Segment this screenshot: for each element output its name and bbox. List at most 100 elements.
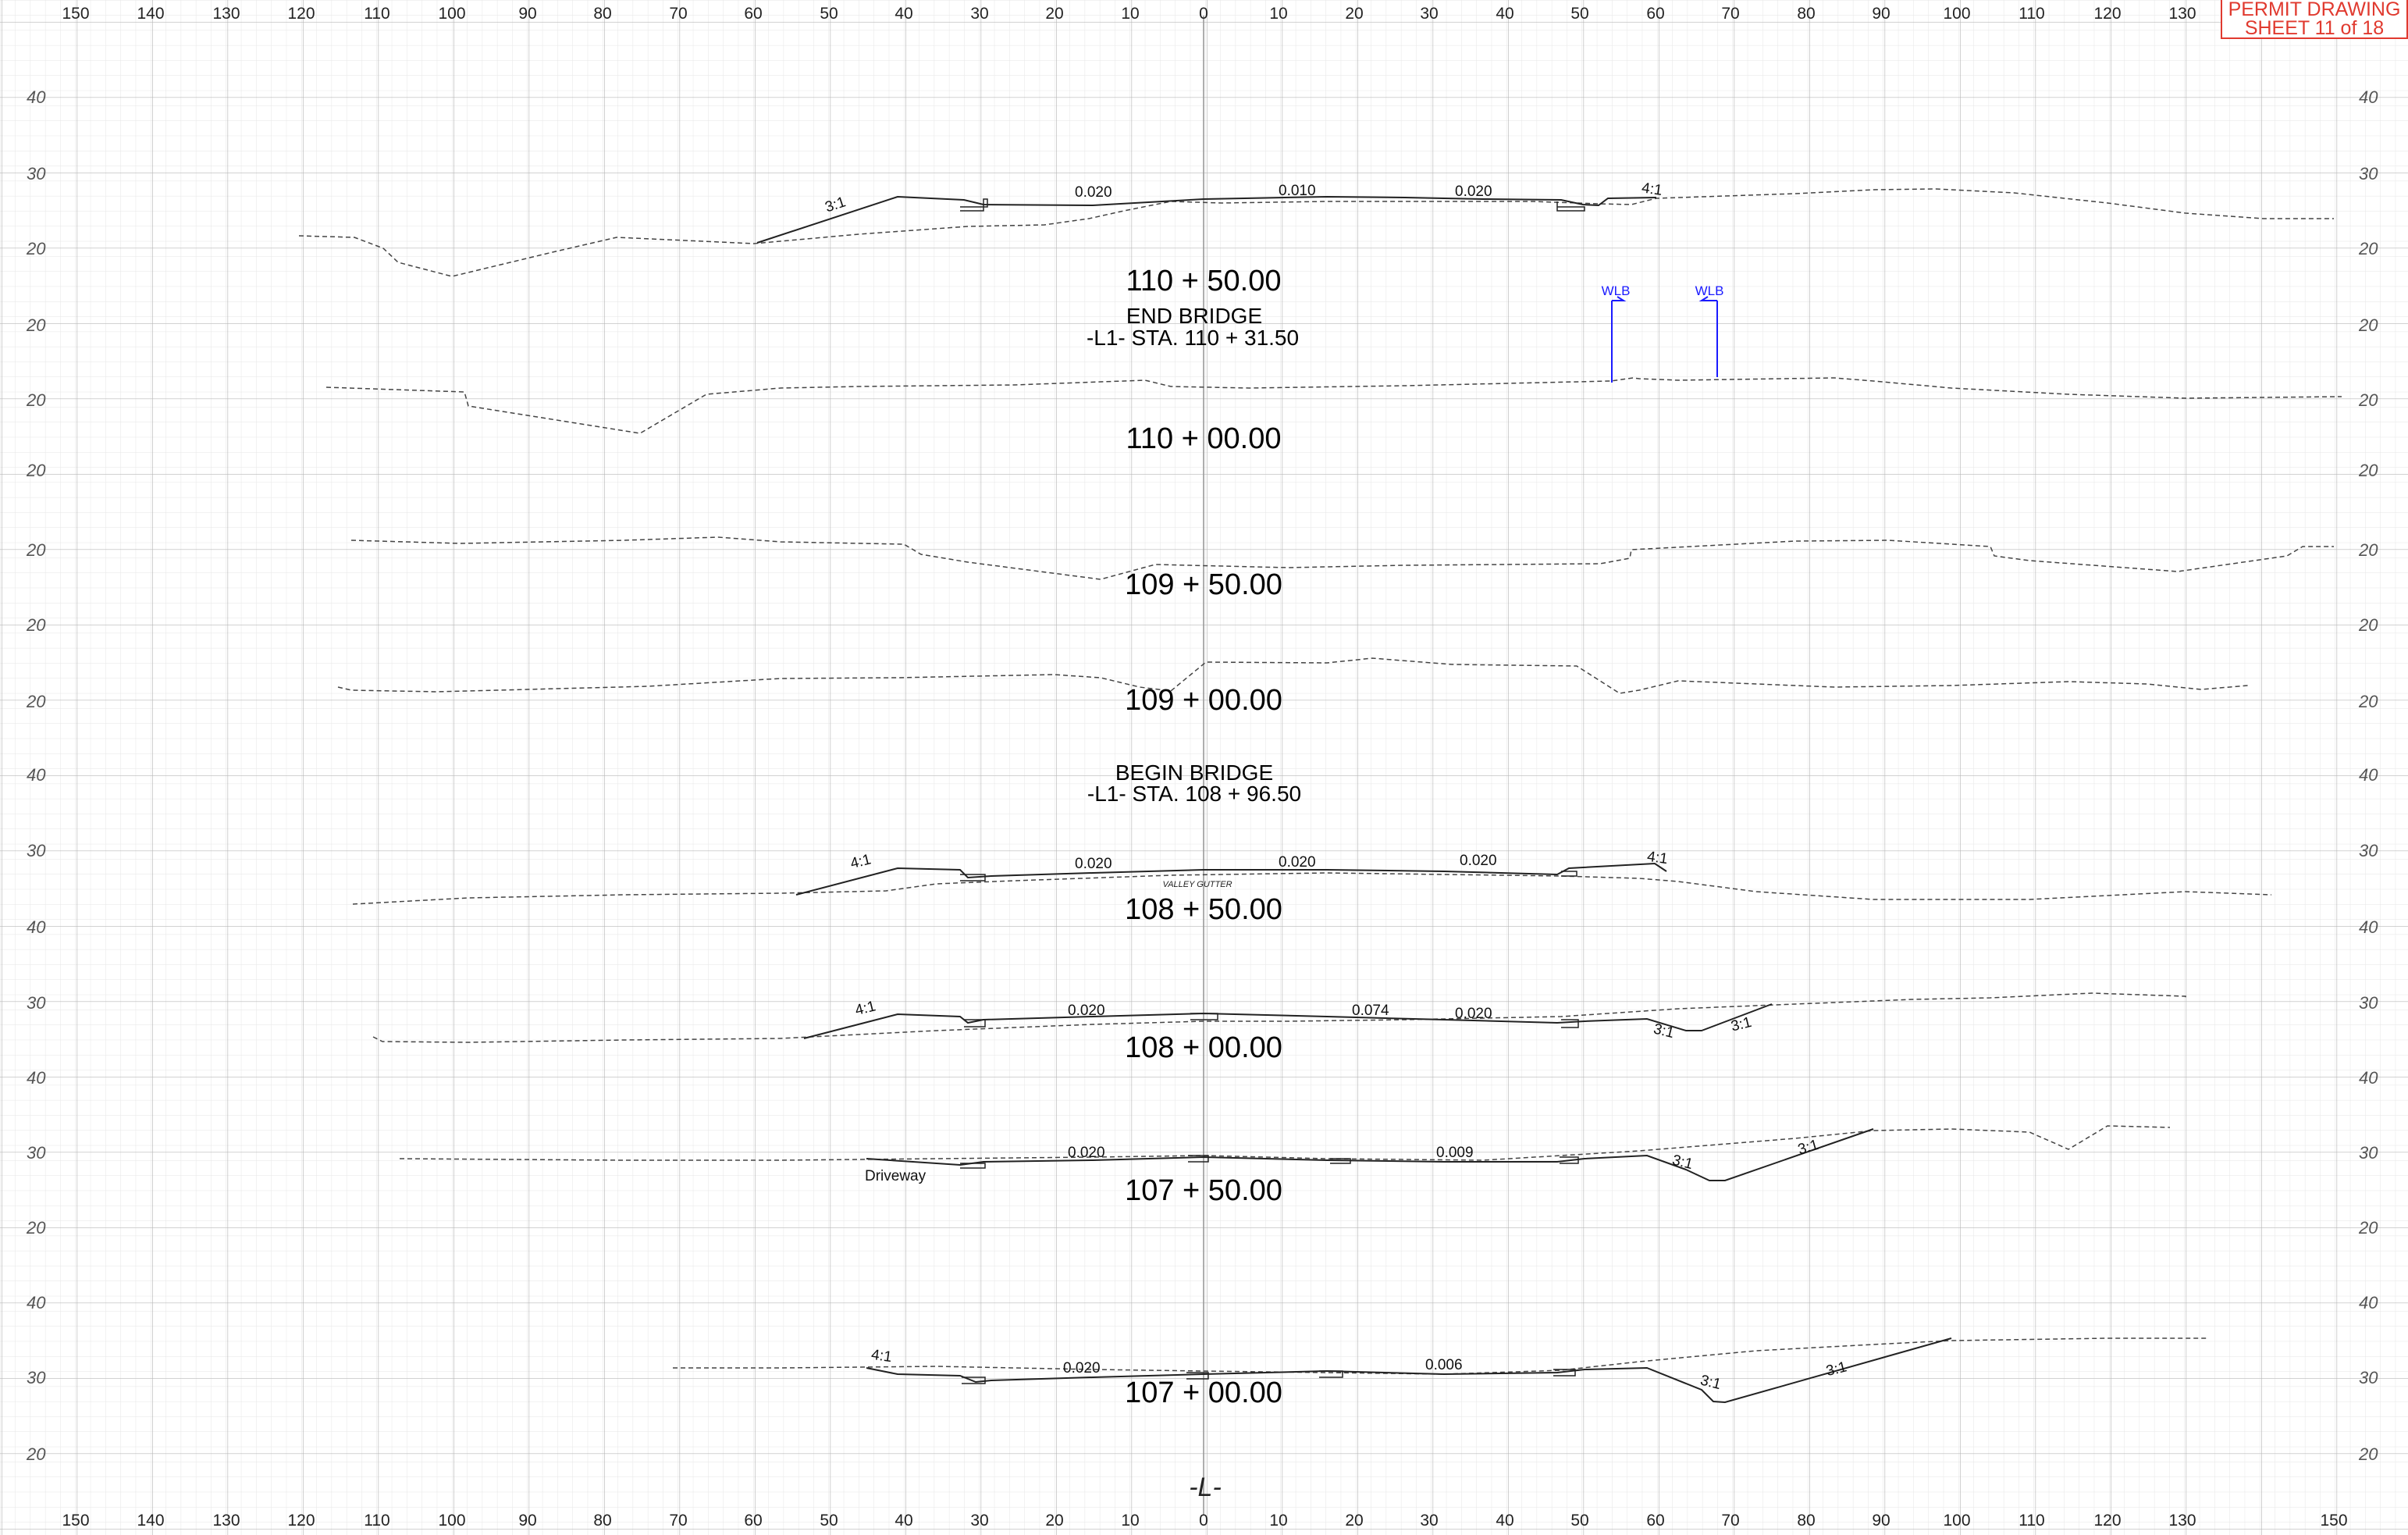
offset-label: 140	[137, 1512, 164, 1530]
elevation-label: 30	[27, 993, 46, 1013]
elevation-label: 30	[2359, 993, 2378, 1013]
offset-label: 10	[1121, 1512, 1139, 1530]
elevation-label: 40	[27, 917, 46, 937]
existing-ground-line	[337, 657, 2249, 694]
elevation-label: 20	[26, 461, 46, 480]
elevation-label: 20	[2358, 692, 2378, 711]
elevation-label: 20	[26, 540, 46, 560]
valley-gutter-note: VALLEY GUTTER	[1162, 880, 1232, 889]
elevation-label: 20	[2358, 461, 2378, 480]
note-subtitle: -L1- STA. 108 + 96.50	[1087, 782, 1301, 806]
offset-label: 30	[970, 1512, 988, 1530]
permit-stamp: PERMIT DRAWING SHEET 11 of 18	[2221, 0, 2408, 39]
pavement-structure	[1186, 1372, 1209, 1380]
offset-label: 130	[212, 1512, 240, 1530]
pavement-structure	[964, 1019, 986, 1027]
slope-label: 0.020	[1068, 1003, 1105, 1019]
elevation-label: 20	[26, 1444, 46, 1464]
offset-label: 70	[669, 1512, 687, 1530]
offset-label: 50	[1570, 1512, 1588, 1530]
offset-label: 100	[1943, 1512, 1970, 1530]
pavement-structure	[1190, 1013, 1218, 1020]
offset-label: 120	[2093, 1512, 2121, 1530]
elevation-label: 20	[2358, 315, 2378, 335]
pavement-structure	[960, 1163, 986, 1169]
pavement-structure	[962, 1377, 986, 1384]
offset-label: 120	[287, 1512, 315, 1530]
offset-label: 120	[287, 5, 315, 23]
alignment-label: -L-	[1189, 1473, 1222, 1502]
section-110-50: 40 30 20 40 30 20 3:1 0.020 0.010 0.020 …	[26, 87, 2378, 297]
offset-label: 10	[1121, 5, 1139, 23]
offset-label: 10	[1269, 5, 1287, 23]
pavement-structure	[1553, 1369, 1576, 1377]
slope-label: 0.006	[1425, 1357, 1463, 1373]
elevation-label: 20	[2358, 239, 2378, 258]
offset-label: 60	[1646, 5, 1664, 23]
existing-ground-line	[325, 377, 2342, 434]
offset-label: 40	[895, 1512, 912, 1530]
elevation-label: 40	[2359, 1068, 2378, 1088]
station-label: 107 + 50.00	[1125, 1174, 1282, 1207]
offset-label: 110	[364, 5, 389, 23]
offset-label: 110	[364, 1512, 389, 1530]
section-108-50: 40 30 40 40 30 40 BEGIN BRIDGE -L1- STA.…	[27, 760, 2378, 937]
pavement-structure	[1561, 1019, 1579, 1028]
elevation-label: 20	[2358, 540, 2378, 560]
elevation-label: 20	[2358, 1218, 2378, 1238]
elevation-label: 20	[26, 692, 46, 711]
wlb-label: WLB	[1602, 283, 1631, 298]
offset-label: 70	[1721, 5, 1739, 23]
wlb-marker	[1611, 296, 1718, 383]
offset-label: 130	[2168, 5, 2196, 23]
existing-ground-line	[352, 872, 2272, 905]
elevation-label: 20	[2358, 615, 2378, 635]
station-label: 108 + 00.00	[1125, 1031, 1282, 1064]
elevation-label: 40	[27, 765, 46, 785]
station-label: 110 + 00.00	[1126, 422, 1282, 455]
station-label: 109 + 50.00	[1125, 568, 1282, 601]
elevation-label: 30	[2359, 841, 2378, 860]
station-label: 110 + 50.00	[1126, 265, 1282, 297]
elevation-label: 30	[2359, 1368, 2378, 1387]
elevation-label: 20	[26, 1218, 46, 1238]
offset-label: 10	[1269, 1512, 1287, 1530]
offset-label: 20	[1045, 5, 1063, 23]
offset-label: 50	[820, 5, 838, 23]
elevation-label: 40	[27, 1293, 46, 1312]
offset-label: 130	[2168, 1512, 2196, 1530]
slope-label: 0.010	[1279, 183, 1316, 199]
elevation-label: 20	[2358, 1444, 2378, 1464]
offset-label: 40	[1496, 1512, 1513, 1530]
offset-label: 50	[1570, 5, 1588, 23]
pavement-structure	[1556, 201, 1585, 212]
offset-label: 90	[1872, 5, 1890, 23]
station-label: 107 + 00.00	[1125, 1377, 1282, 1409]
existing-ground-line	[298, 188, 2334, 277]
offset-label: 20	[1345, 1512, 1363, 1530]
offset-label: 90	[518, 1512, 536, 1530]
pavement-structure	[1560, 1156, 1579, 1164]
offset-label: 80	[593, 1512, 611, 1530]
top-offset-axis: 150 140 130 120 110 100 90 80 70 60 50 4…	[62, 5, 2196, 23]
slope-label: 4:1	[1641, 180, 1663, 198]
section-110-00: 20 20 20 20 END BRIDGE -L1- STA. 110 + 3…	[26, 283, 2378, 455]
note-subtitle: -L1- STA. 110 + 31.50	[1087, 326, 1299, 350]
station-label: 109 + 00.00	[1125, 684, 1282, 717]
offset-label: 60	[744, 5, 762, 23]
elevation-label: 30	[2359, 1143, 2378, 1163]
offset-label: 90	[518, 5, 536, 23]
offset-label: 20	[1345, 5, 1363, 23]
wlb-label: WLB	[1695, 283, 1724, 298]
proposed-grade-line	[756, 195, 1657, 244]
permit-title: PERMIT DRAWING	[2228, 0, 2401, 20]
offset-label: 150	[62, 5, 89, 23]
offset-label: 30	[1420, 5, 1438, 23]
elevation-label: 30	[27, 164, 46, 183]
offset-label: 70	[669, 5, 687, 23]
offset-label: 110	[2019, 1512, 2044, 1530]
elevation-label: 40	[2359, 1293, 2378, 1312]
offset-label: 30	[970, 5, 988, 23]
slope-label: 4:1	[1646, 849, 1669, 867]
proposed-grade-line	[795, 862, 1667, 896]
